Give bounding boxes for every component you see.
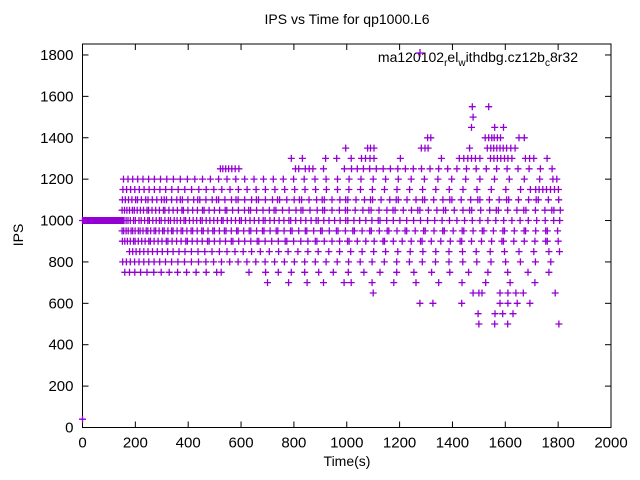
x-tick-label: 2000	[594, 435, 627, 452]
legend-text-segment: ithdbg.cz12b	[465, 48, 545, 65]
x-tick-label: 1000	[330, 435, 363, 452]
plus-marker-glyph	[415, 49, 424, 57]
y-tick-label: 1800	[40, 47, 73, 64]
legend: ma120102relwithdbg.cz12bc8r32	[377, 48, 578, 69]
x-tick-label: 800	[281, 435, 306, 452]
x-tick-label: 600	[229, 435, 254, 452]
y-tick-label: 1400	[40, 130, 73, 147]
y-tick-label: 800	[48, 254, 73, 271]
x-tick-label: 400	[176, 435, 201, 452]
y-tick-label: 600	[48, 295, 73, 312]
x-tick-label: 1600	[489, 435, 522, 452]
scatter-points	[79, 103, 564, 423]
legend-text-segment: 8r32	[549, 48, 578, 65]
y-tick-label: 400	[48, 337, 73, 354]
legend-subscript: c	[544, 57, 550, 69]
x-tick-label: 200	[123, 435, 148, 452]
x-tick-label: 1800	[541, 435, 574, 452]
y-tick-label: 1600	[40, 88, 73, 105]
plus-marker-icon	[415, 49, 424, 57]
x-tick-label: 0	[78, 435, 86, 452]
legend-subscript: r	[444, 57, 448, 69]
plot-border	[82, 43, 612, 428]
y-tick-label: 1200	[40, 171, 73, 188]
x-tick-label: 1400	[436, 435, 469, 452]
legend-text-segment: ma120102	[377, 48, 445, 65]
y-tick-label: 1000	[40, 213, 73, 230]
y-axis-label: IPS	[10, 223, 26, 247]
legend-text-segment: el	[447, 48, 459, 65]
y-tick-label: 0	[65, 420, 73, 437]
x-tick-label: 1200	[383, 435, 416, 452]
x-axis-label: Time(s)	[323, 453, 371, 469]
y-tick-label: 200	[48, 378, 73, 395]
legend-subscript: w	[458, 57, 466, 69]
legend-series-label: ma120102relwithdbg.cz12bc8r32	[377, 48, 578, 69]
chart-title: IPS vs Time for qp1000.L6	[264, 11, 430, 27]
